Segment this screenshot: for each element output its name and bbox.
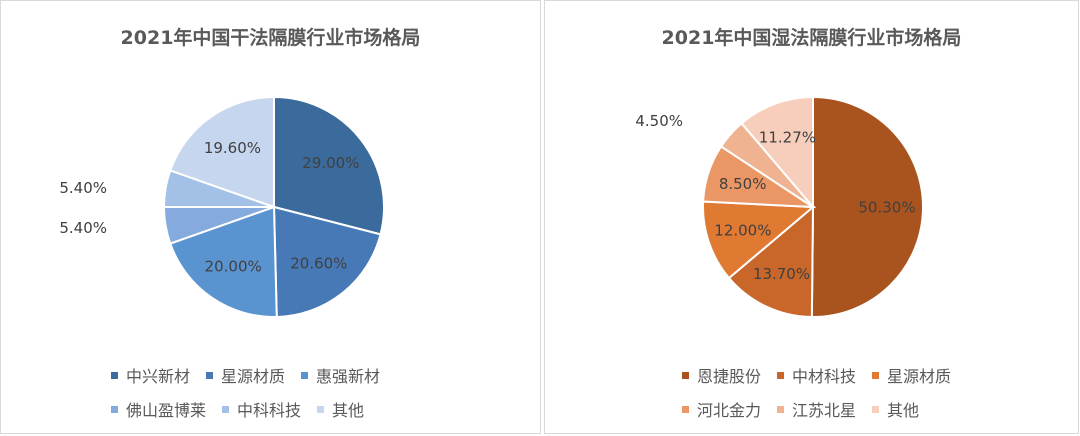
legend-swatch xyxy=(301,371,309,379)
slice-value-label: 5.40% xyxy=(59,219,107,237)
legend-item: 江苏北星 xyxy=(777,397,856,421)
chart-legend: 恩捷股份 中材科技 星源材质河北金力 江苏北星 其他 xyxy=(682,358,967,426)
legend-item: 惠强新材 xyxy=(301,363,380,387)
legend-item: 中兴新材 xyxy=(111,363,190,387)
pie-slice-0 xyxy=(810,95,925,318)
legend-label: 星源材质 xyxy=(887,367,952,386)
legend-label: 星源材质 xyxy=(221,367,286,386)
legend-row: 恩捷股份 中材科技 星源材质 xyxy=(682,358,967,392)
pie-slice-5 xyxy=(168,95,275,209)
slice-value-label: 8.50% xyxy=(719,175,767,193)
legend-swatch xyxy=(111,371,118,379)
chart-title: 2021年中国湿法隔膜行业市场格局 xyxy=(661,27,962,49)
legend-swatch xyxy=(317,405,325,413)
wet-separator-chart-panel: 2021年中国湿法隔膜行业市场格局 50.30% 13.70% 12.00% 8.50… xyxy=(544,0,1079,434)
dry-separator-pie: 29.00% 20.60% 20.00% 5.40% 5.40% 19.60% xyxy=(59,95,385,318)
legend-item: 星源材质 xyxy=(872,363,951,387)
legend-swatch xyxy=(682,371,689,379)
legend-row: 中兴新材 星源材质 惠强新材 xyxy=(111,358,396,392)
legend-swatch xyxy=(222,405,230,413)
dry-separator-chart-panel: 2021年中国干法隔膜行业市场格局 29.00% 20.60% 20.00% 5.40… xyxy=(0,0,541,434)
legend-item: 恩捷股份 xyxy=(682,363,761,387)
legend-item: 佛山盈博莱 xyxy=(111,397,206,421)
legend-item: 其他 xyxy=(872,397,919,421)
legend-swatch xyxy=(111,405,118,413)
legend-item: 中材科技 xyxy=(777,363,856,387)
pie-slice-5 xyxy=(740,95,814,210)
slice-value-label: 29.00% xyxy=(302,154,359,172)
slice-value-label: 20.00% xyxy=(205,257,262,275)
slice-value-label: 12.00% xyxy=(714,222,771,240)
pie-slice-1 xyxy=(727,204,815,319)
slice-value-label: 19.60% xyxy=(204,139,261,157)
legend-item: 河北金力 xyxy=(682,397,761,421)
slice-value-label: 5.40% xyxy=(59,179,107,197)
legend-item: 其他 xyxy=(317,397,364,421)
slice-value-label: 11.27% xyxy=(759,129,816,147)
legend-label: 江苏北星 xyxy=(792,401,857,420)
legend-swatch xyxy=(777,405,785,413)
chart-title: 2021年中国干法隔膜行业市场格局 xyxy=(120,27,421,49)
legend-label: 惠强新材 xyxy=(316,367,381,386)
slice-value-label: 20.60% xyxy=(290,254,347,272)
legend-label: 其他 xyxy=(887,401,920,420)
legend-label: 中科科技 xyxy=(237,401,302,420)
legend-row: 河北金力 江苏北星 其他 xyxy=(682,392,967,426)
legend-swatch xyxy=(872,371,880,379)
pie-slice-0 xyxy=(273,95,385,236)
legend-row: 佛山盈博莱 中科科技 其他 xyxy=(111,392,396,426)
slice-value-label: 13.70% xyxy=(753,265,810,283)
pie-slice-2 xyxy=(702,200,816,280)
legend-label: 中兴新材 xyxy=(126,367,191,386)
legend-label: 佛山盈博莱 xyxy=(126,401,207,420)
legend-swatch xyxy=(872,405,880,413)
legend-item: 星源材质 xyxy=(206,363,285,387)
legend-swatch xyxy=(206,371,214,379)
wet-separator-pie: 50.30% 13.70% 12.00% 8.50% 4.50% 11.27% xyxy=(635,95,925,319)
legend-label: 其他 xyxy=(332,401,365,420)
pie-slice-1 xyxy=(272,205,382,318)
slice-value-label: 4.50% xyxy=(635,112,683,130)
legend-item: 中科科技 xyxy=(222,397,301,421)
slice-value-label: 50.30% xyxy=(858,198,915,216)
chart-legend: 中兴新材 星源材质 惠强新材佛山盈博莱 中科科技 其他 xyxy=(111,358,396,426)
legend-swatch xyxy=(682,405,689,413)
legend-label: 河北金力 xyxy=(697,401,762,420)
legend-label: 恩捷股份 xyxy=(697,367,762,386)
legend-label: 中材科技 xyxy=(792,367,857,386)
legend-swatch xyxy=(777,371,785,379)
